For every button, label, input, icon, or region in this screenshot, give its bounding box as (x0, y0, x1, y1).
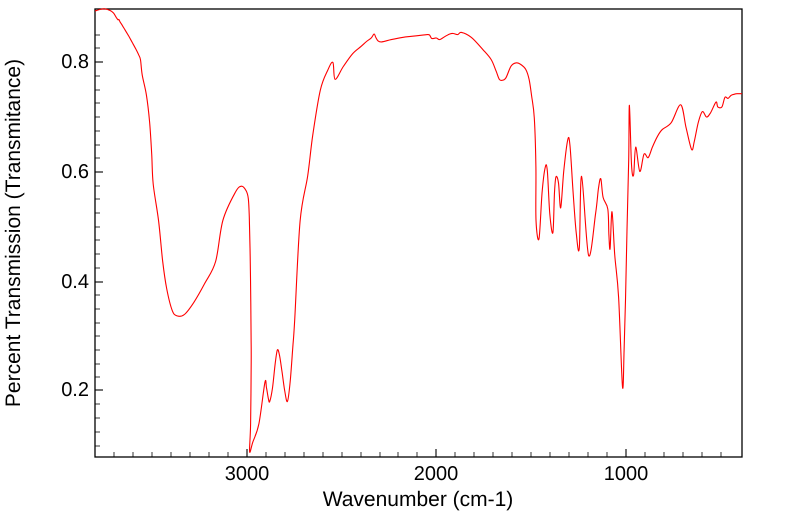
svg-text:0.8: 0.8 (61, 51, 89, 73)
svg-text:2000: 2000 (414, 463, 459, 485)
svg-text:0.4: 0.4 (61, 271, 89, 293)
svg-text:3000: 3000 (225, 463, 270, 485)
svg-text:Percent Transmission (Transmit: Percent Transmission (Transmitance) (2, 59, 25, 407)
svg-text:1000: 1000 (604, 463, 649, 485)
svg-text:0.6: 0.6 (61, 161, 89, 183)
svg-text:Wavenumber (cm-1): Wavenumber (cm-1) (323, 488, 514, 511)
svg-text:0.2: 0.2 (61, 379, 89, 401)
